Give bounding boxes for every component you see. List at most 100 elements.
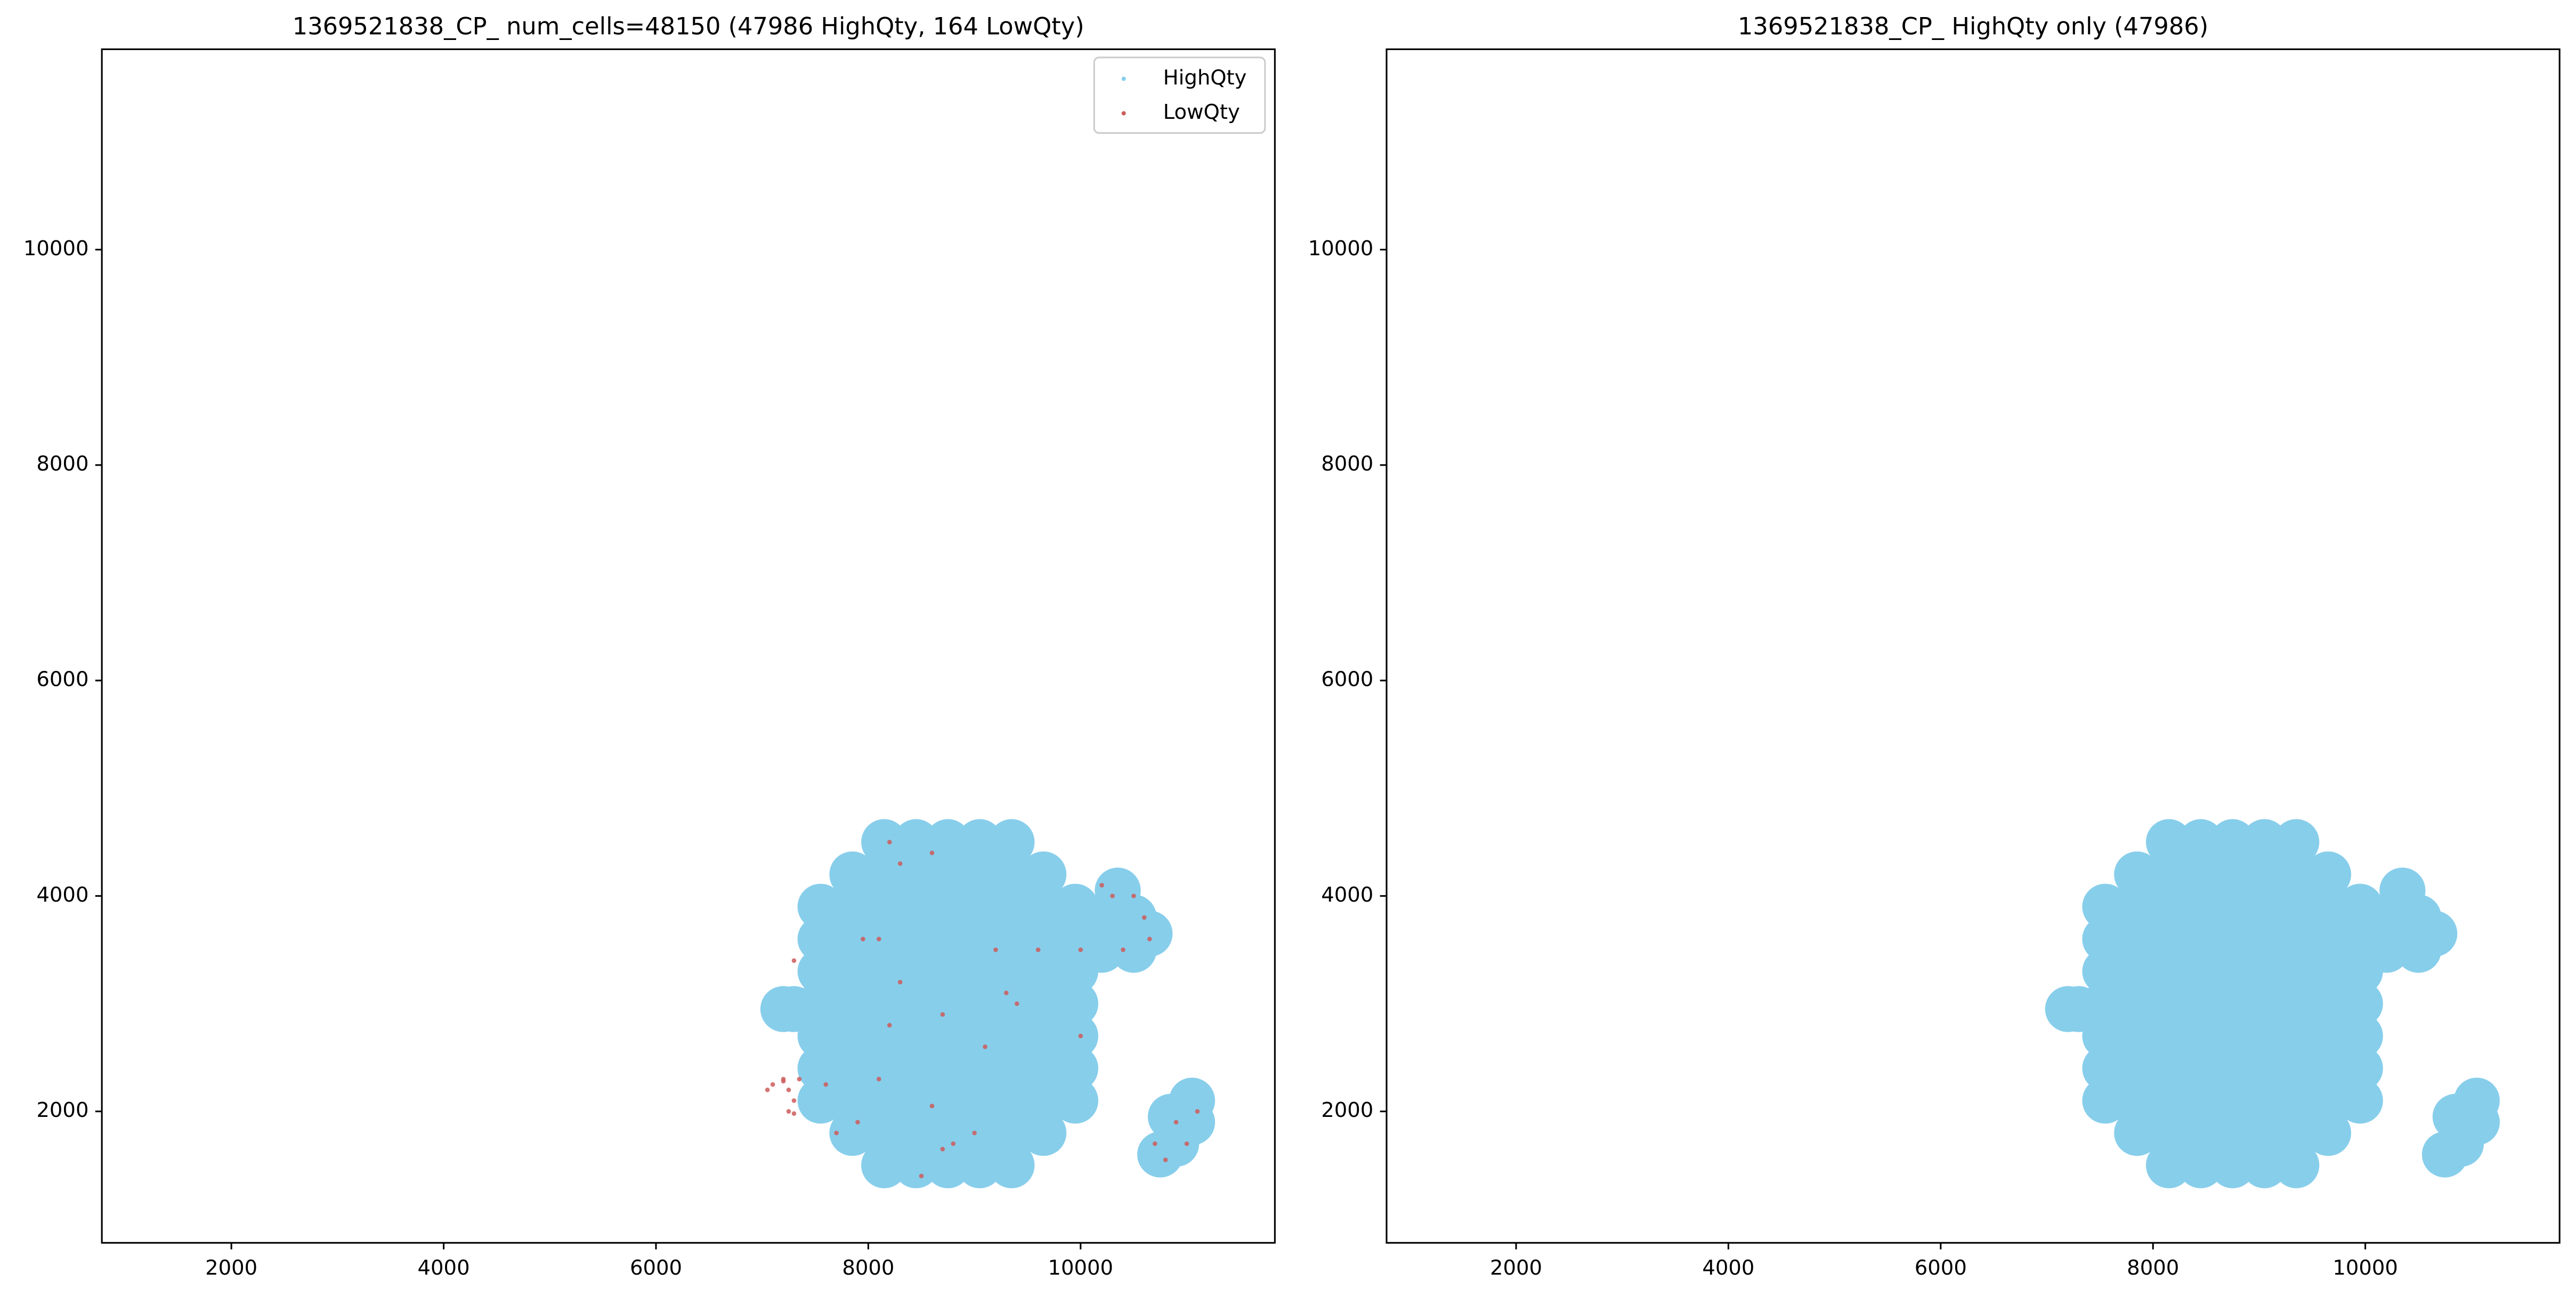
point bbox=[897, 979, 903, 985]
point bbox=[1014, 1001, 1019, 1006]
point bbox=[791, 1111, 797, 1116]
point bbox=[2209, 948, 2256, 995]
point bbox=[1078, 947, 1083, 952]
point bbox=[2241, 1013, 2288, 1059]
point bbox=[2114, 1013, 2160, 1059]
point bbox=[1137, 1131, 1184, 1178]
point bbox=[861, 819, 908, 865]
point bbox=[2145, 948, 2192, 995]
point bbox=[1147, 936, 1152, 942]
point bbox=[2145, 1077, 2192, 1124]
point bbox=[957, 916, 1003, 962]
legend-box bbox=[1093, 56, 1266, 134]
point bbox=[1020, 948, 1067, 995]
point bbox=[2082, 1045, 2128, 1091]
point bbox=[897, 861, 903, 866]
point bbox=[925, 819, 971, 865]
point bbox=[989, 916, 1035, 962]
point bbox=[2082, 1077, 2128, 1124]
point bbox=[893, 1142, 939, 1188]
point bbox=[2273, 1013, 2320, 1059]
point bbox=[2209, 916, 2256, 962]
point bbox=[2209, 1045, 2256, 1091]
point bbox=[2337, 980, 2383, 1027]
point bbox=[925, 851, 971, 898]
point bbox=[951, 1141, 956, 1146]
point bbox=[989, 851, 1035, 898]
point bbox=[1020, 1045, 1067, 1091]
point bbox=[770, 1082, 775, 1087]
point bbox=[2273, 948, 2320, 995]
series bbox=[2045, 819, 2500, 1188]
point bbox=[829, 916, 876, 962]
point bbox=[1020, 1077, 1067, 1124]
point bbox=[1078, 1033, 1083, 1039]
x-tick-label: 10000 bbox=[2332, 1256, 2398, 1280]
point bbox=[786, 1109, 791, 1114]
point bbox=[861, 936, 865, 942]
point bbox=[2273, 851, 2320, 898]
point bbox=[893, 1045, 939, 1091]
point bbox=[2082, 883, 2128, 930]
point bbox=[2337, 1077, 2383, 1124]
point bbox=[989, 980, 1035, 1027]
point bbox=[829, 948, 876, 995]
point bbox=[2241, 948, 2288, 995]
point bbox=[2273, 1142, 2320, 1188]
point bbox=[2209, 883, 2256, 930]
point bbox=[1079, 927, 1125, 973]
legend-label: HighQty bbox=[1163, 66, 1247, 90]
point bbox=[2241, 819, 2288, 865]
point bbox=[861, 1045, 908, 1091]
point bbox=[861, 948, 908, 995]
point bbox=[2453, 1077, 2500, 1124]
point bbox=[861, 916, 908, 962]
point bbox=[989, 1077, 1035, 1124]
point bbox=[2305, 1077, 2352, 1124]
y-tick-label: 10000 bbox=[23, 237, 89, 261]
point bbox=[2145, 819, 2192, 865]
x-tick-label: 10000 bbox=[1048, 1256, 1114, 1280]
point bbox=[2209, 1109, 2256, 1156]
point bbox=[2114, 851, 2160, 898]
point bbox=[2241, 1109, 2288, 1156]
x-tick-label: 2000 bbox=[205, 1256, 257, 1280]
point bbox=[989, 819, 1035, 865]
point bbox=[791, 1098, 797, 1103]
x-tick-label: 8000 bbox=[2127, 1256, 2179, 1280]
point bbox=[829, 851, 876, 898]
y-tick-label: 8000 bbox=[36, 452, 88, 476]
point bbox=[861, 1142, 908, 1188]
point bbox=[1184, 1141, 1189, 1146]
point bbox=[2273, 980, 2320, 1027]
point bbox=[2114, 1045, 2160, 1091]
point bbox=[893, 851, 939, 898]
point bbox=[829, 883, 876, 930]
point bbox=[989, 1013, 1035, 1059]
point bbox=[2305, 851, 2352, 898]
point bbox=[925, 980, 971, 1027]
chart-panel: 1369521838_CP_ num_cells=48150 (47986 Hi… bbox=[23, 12, 1276, 1280]
point bbox=[797, 1045, 844, 1091]
point bbox=[2379, 868, 2426, 914]
point bbox=[2241, 883, 2288, 930]
point bbox=[887, 839, 892, 845]
point bbox=[925, 1045, 971, 1091]
point bbox=[2411, 911, 2458, 957]
point bbox=[993, 947, 998, 952]
point bbox=[2337, 1045, 2383, 1091]
point bbox=[1052, 1013, 1098, 1059]
point bbox=[957, 1045, 1003, 1091]
point bbox=[929, 850, 935, 855]
point bbox=[2145, 916, 2192, 962]
legend-marker bbox=[1121, 111, 1126, 116]
point bbox=[2177, 980, 2224, 1027]
point bbox=[2209, 851, 2256, 898]
point bbox=[893, 1109, 939, 1156]
point bbox=[861, 980, 908, 1027]
point bbox=[829, 1109, 876, 1156]
chart-title: 1369521838_CP_ num_cells=48150 (47986 Hi… bbox=[293, 12, 1084, 40]
point bbox=[929, 1104, 935, 1108]
point bbox=[893, 883, 939, 930]
